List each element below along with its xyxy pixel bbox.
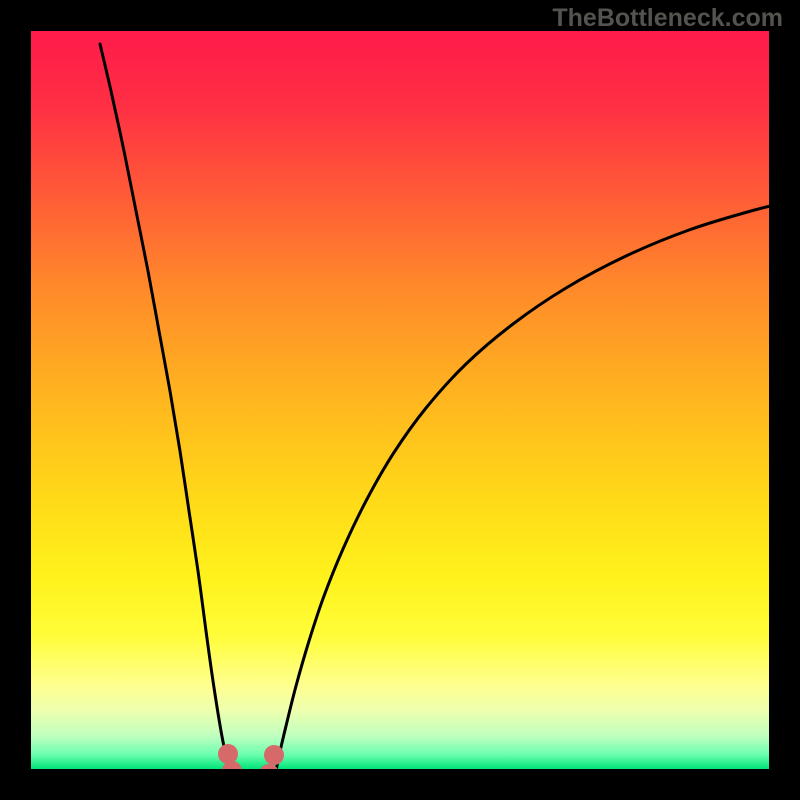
curve-layer <box>31 31 769 769</box>
valley-marker <box>264 745 284 765</box>
plot-area <box>31 31 769 769</box>
bottleneck-curve-left <box>100 44 231 769</box>
watermark-text: TheBottleneck.com <box>552 4 783 33</box>
valley-marker <box>218 744 238 764</box>
bottleneck-curve-right <box>274 199 769 769</box>
chart-container: TheBottleneck.com <box>0 0 800 800</box>
valley-marker-group <box>218 744 284 769</box>
